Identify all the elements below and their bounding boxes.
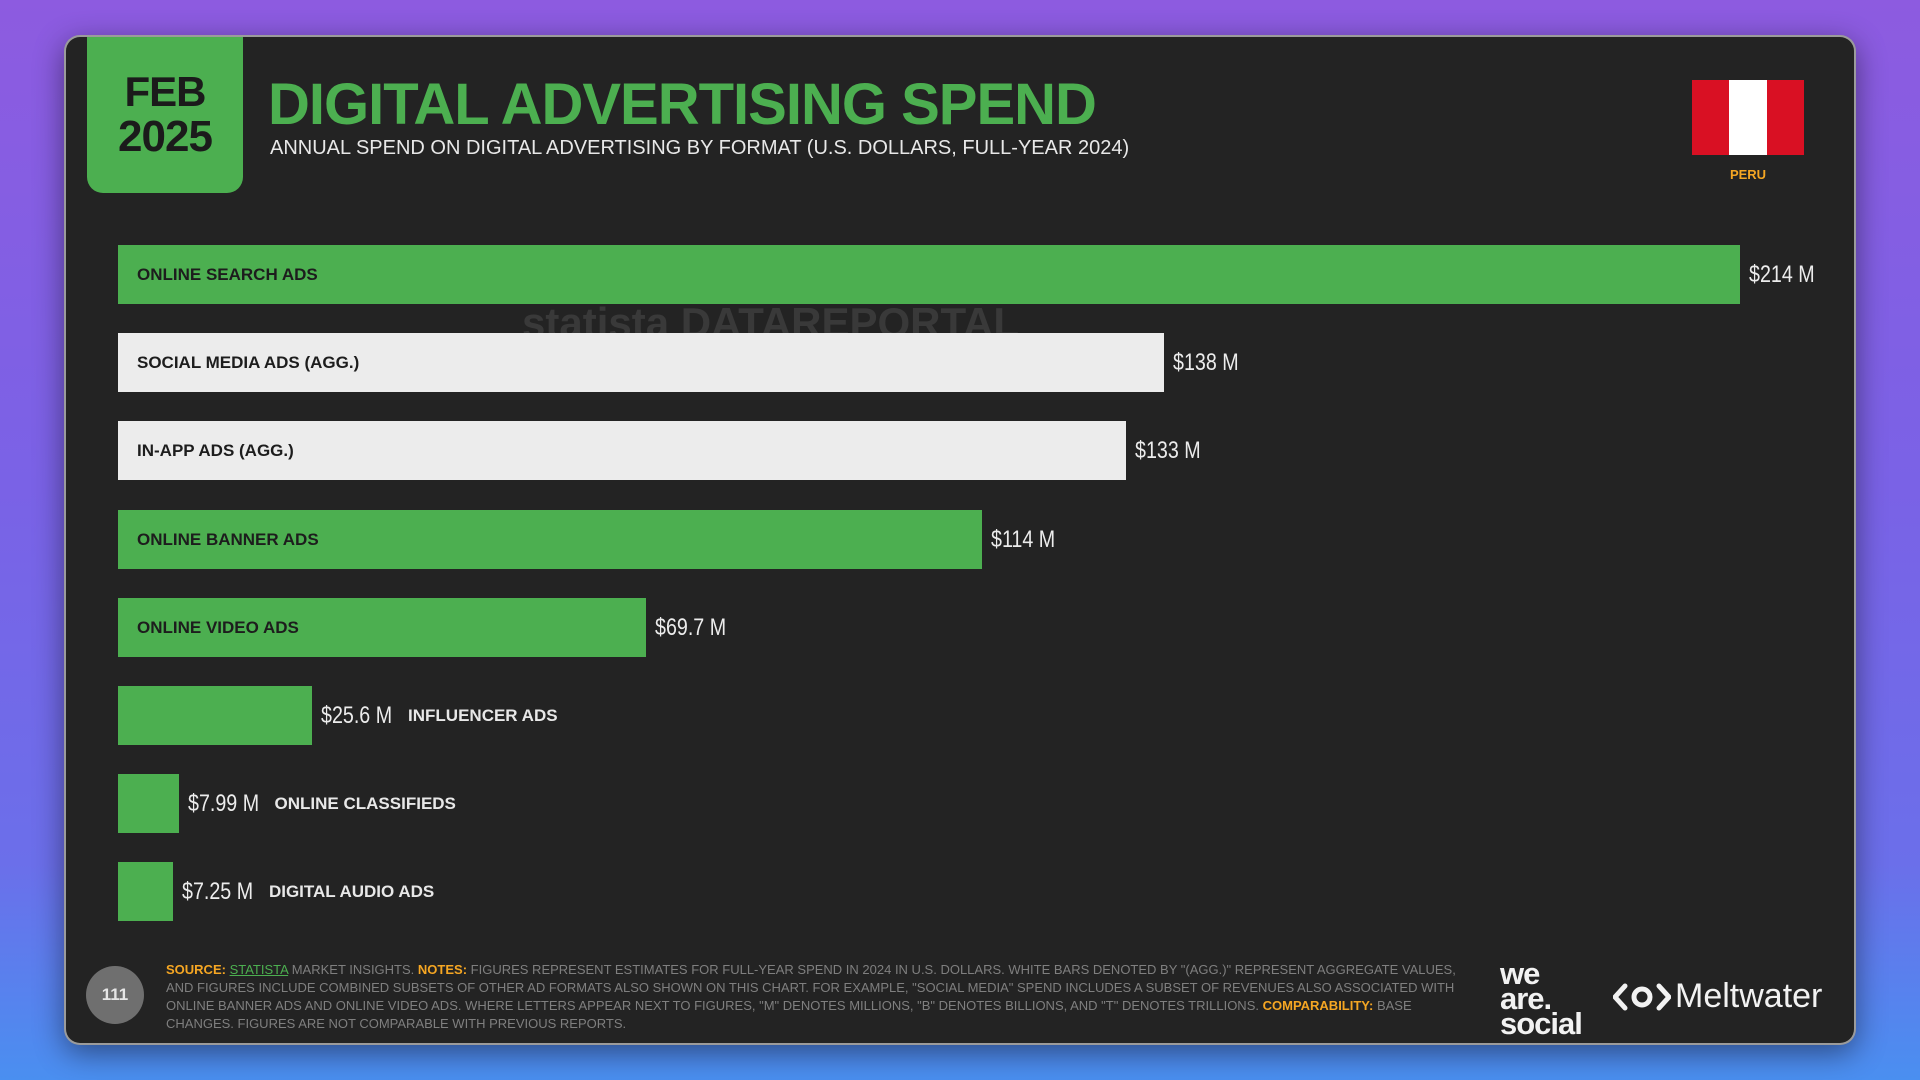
logo-line-3: social [1500,1011,1582,1036]
bar-category-label: SOCIAL MEDIA ADS (AGG.) [137,333,359,392]
bar-value-label: $69.7 M [655,598,726,657]
bar-value-label: $114 M [991,510,1055,569]
meltwater-wordmark: Meltwater [1675,977,1822,1016]
notes-label: NOTES: [418,962,467,977]
bar-value-label: $133 M [1135,421,1201,480]
bar-value-label: $214 M [1749,245,1815,304]
bar-category-label: ONLINE CLASSIFIEDS [275,774,456,833]
bar-category-label: DIGITAL AUDIO ADS [269,862,434,921]
meltwater-logo: Meltwater [1613,977,1822,1016]
bar-value-label: $7.99 M [188,774,259,833]
source-label: SOURCE: [166,962,226,977]
bar-chart: $214 M ONLINE SEARCH ADS $138 M SOCIAL MEDI… [66,37,1858,1047]
meltwater-mark-icon [1613,982,1671,1012]
bar [118,686,312,745]
bar-category-label: ONLINE BANNER ADS [137,510,319,569]
bar-value-label: $7.25 M [182,862,253,921]
source-link[interactable]: STATISTA [230,962,289,977]
we-are-social-logo: we are. social [1500,961,1582,1036]
source-text: MARKET INSIGHTS. [292,962,415,977]
bar [118,774,179,833]
bar-category-label: ONLINE SEARCH ADS [137,245,318,304]
bar-category-label: INFLUENCER ADS [408,686,558,745]
comparability-label: COMPARABILITY: [1263,998,1374,1013]
bar [118,245,1740,304]
bar-category-label: IN-APP ADS (AGG.) [137,421,294,480]
page-number: 111 [86,966,144,1024]
bar-value-label: $25.6 M [321,686,392,745]
footnote: SOURCE: STATISTA MARKET INSIGHTS. NOTES:… [166,961,1466,1033]
bar-value-label: $138 M [1173,333,1239,392]
bar [118,862,173,921]
slide-card: FEB 2025 DIGITAL ADVERTISING SPEND ANNUA… [64,35,1856,1045]
bar-category-label: ONLINE VIDEO ADS [137,598,299,657]
